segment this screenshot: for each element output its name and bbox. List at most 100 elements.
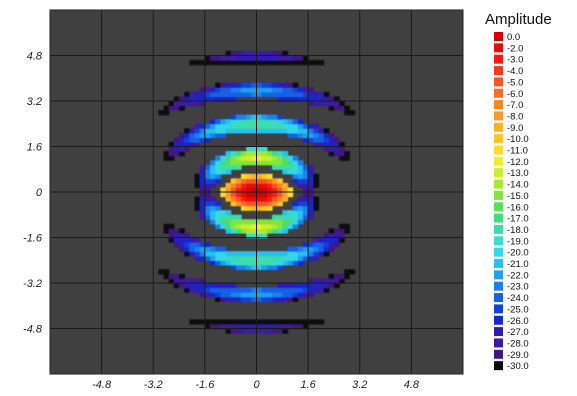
heatmap-cell (251, 114, 258, 120)
heatmap-cell (215, 260, 221, 266)
heatmap-cell (215, 55, 221, 61)
legend-swatch (494, 338, 503, 348)
heatmap-cell (287, 255, 294, 261)
heatmap-cell (225, 82, 232, 88)
heatmap-cell (333, 242, 340, 248)
grid-lines (50, 10, 463, 374)
heatmap-cell (246, 205, 252, 211)
heatmap-cell (241, 296, 247, 302)
heatmap-cell (241, 151, 247, 157)
legend-label: -17.0 (507, 214, 529, 225)
heatmap-cell (225, 169, 232, 175)
heatmap-cell (292, 251, 299, 257)
heatmap-cell (251, 160, 258, 166)
heatmap-cell (292, 214, 299, 220)
heatmap-cell (256, 328, 263, 334)
heatmap-cell (179, 101, 185, 107)
heatmap-cell (230, 260, 237, 266)
heatmap-cell (204, 210, 211, 216)
heatmap-cell (230, 228, 237, 234)
heatmap-cell (282, 169, 289, 175)
heatmap-cell (256, 151, 263, 157)
x-tick-label: 0 (253, 379, 260, 391)
heatmap-cell (225, 319, 232, 325)
heatmap-cell (339, 278, 345, 284)
heatmap-cell (246, 82, 252, 88)
heatmap-cell (308, 60, 314, 66)
heatmap-cell (220, 219, 227, 225)
heatmap-cell (271, 55, 278, 61)
heatmap-cell (241, 123, 247, 129)
heatmap-cell (220, 123, 227, 129)
heatmap-cell (302, 96, 309, 102)
heatmap-cell (220, 155, 227, 161)
heatmap-cell (163, 223, 170, 229)
heatmap-cell (210, 160, 216, 166)
heatmap-cell (256, 287, 263, 293)
heatmap-cell (266, 173, 273, 179)
heatmap-cell (344, 228, 351, 234)
heatmap-cell (297, 260, 304, 266)
legend-swatch (494, 111, 503, 121)
heatmap-cell (210, 169, 216, 175)
heatmap-cell (230, 91, 237, 98)
heatmap-cell (318, 91, 325, 98)
heatmap-cell (199, 278, 206, 284)
heatmap-cell (230, 196, 237, 202)
heatmap-cell (333, 278, 340, 284)
heatmap-cell (251, 205, 258, 211)
heatmap-cell (251, 151, 258, 157)
heatmap-cell (261, 201, 268, 207)
heatmap-cell (261, 192, 268, 198)
heatmap-cell (308, 178, 314, 184)
heatmap-cell (225, 228, 232, 234)
heatmap-cell (204, 255, 211, 261)
heatmap-cell (241, 201, 247, 207)
heatmap-cell (256, 196, 263, 202)
heatmap-cell (277, 178, 283, 184)
heatmap-cell (194, 319, 201, 325)
heatmap-cell (225, 255, 232, 261)
heatmap-cell (277, 251, 283, 257)
heatmap-cell (292, 223, 299, 229)
heatmap-cell (220, 119, 227, 125)
heatmap-cell (302, 91, 309, 98)
heatmap-cells (158, 50, 356, 334)
heatmap-cell (199, 128, 206, 134)
heatmap-cell (168, 101, 175, 107)
y-tick-label: 0 (36, 187, 43, 199)
heatmap-cell (173, 137, 180, 143)
heatmap-cell (328, 151, 335, 157)
heatmap-cell (308, 196, 314, 202)
heatmap-cell (313, 196, 320, 202)
heatmap-cell (235, 155, 242, 161)
heatmap-cell (271, 219, 278, 225)
heatmap-cell (215, 128, 221, 134)
heatmap-cell (235, 264, 242, 270)
heatmap-cell (297, 196, 304, 202)
heatmap-cell (287, 96, 294, 102)
heatmap-cell (287, 55, 294, 61)
heatmap-cell (220, 260, 227, 266)
heatmap-cell (308, 123, 314, 129)
heatmap-cell (246, 128, 252, 134)
heatmap-cell (349, 110, 356, 116)
heatmap-cell (241, 260, 247, 266)
legend-label: 0.0 (507, 32, 520, 43)
legend-label: -13.0 (507, 168, 529, 179)
heatmap-cell (308, 251, 314, 257)
heatmap-cell (292, 132, 299, 138)
heatmap-cell (328, 242, 335, 248)
heatmap-cell (313, 283, 320, 289)
heatmap-cell (261, 328, 268, 334)
heatmap-cell (199, 101, 206, 107)
heatmap-cell (168, 232, 175, 239)
legend-label: -24.0 (507, 293, 529, 304)
heatmap-cell (199, 210, 206, 216)
heatmap-cell (302, 123, 309, 129)
heatmap-cell (333, 105, 340, 111)
heatmap-cell (302, 214, 309, 220)
heatmap-cell (204, 192, 211, 198)
heatmap-cell (241, 192, 247, 198)
heatmap-cell (179, 242, 185, 248)
